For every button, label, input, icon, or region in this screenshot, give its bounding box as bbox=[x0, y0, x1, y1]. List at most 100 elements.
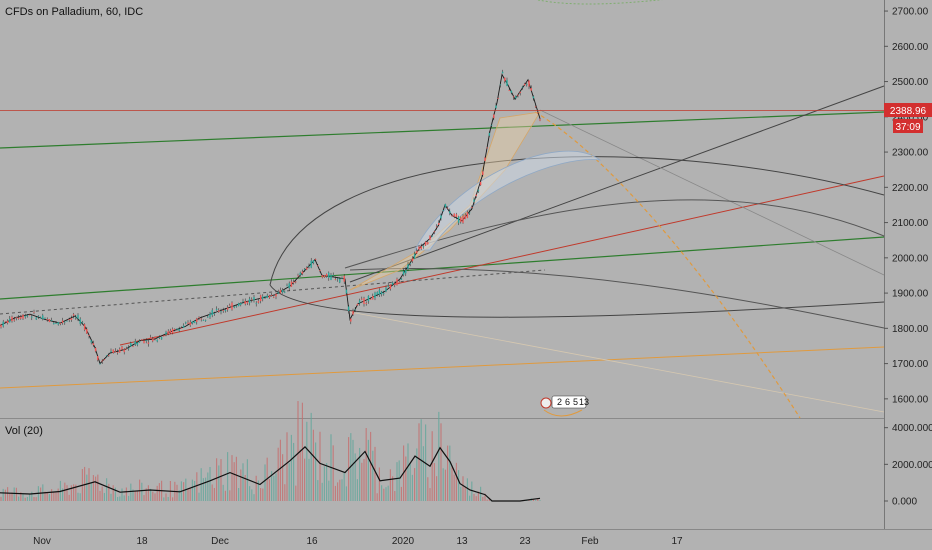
volume-bar bbox=[418, 423, 420, 501]
candle-body bbox=[99, 363, 101, 365]
candle-body bbox=[411, 258, 414, 262]
volume-bar bbox=[345, 486, 347, 501]
fan-line-light[interactable] bbox=[539, 109, 885, 276]
volume-bar bbox=[392, 476, 394, 501]
candle-body bbox=[532, 96, 535, 99]
volume-bar bbox=[172, 497, 174, 501]
candle-body bbox=[24, 315, 26, 317]
volume-bar bbox=[396, 462, 398, 501]
candle-body bbox=[119, 349, 121, 353]
volume-bar bbox=[458, 470, 460, 501]
time-scale-bg[interactable] bbox=[0, 530, 932, 550]
price-tick-label: 1800.00 bbox=[892, 324, 929, 335]
volume-bar bbox=[90, 483, 92, 501]
candle-body bbox=[372, 296, 374, 300]
ellipse-large[interactable] bbox=[269, 156, 885, 318]
volume-bar bbox=[132, 489, 134, 501]
candle-body bbox=[292, 281, 295, 284]
time-tick-label: 23 bbox=[519, 536, 531, 547]
candle-body bbox=[422, 246, 425, 248]
volume-axis[interactable]: 4000.000 2000.000 0.000 bbox=[884, 423, 932, 508]
last-price-badge[interactable] bbox=[884, 103, 932, 117]
volume-label[interactable]: Vol (20) bbox=[5, 425, 43, 437]
fan-line-pale[interactable] bbox=[349, 311, 885, 413]
candle-body bbox=[101, 360, 103, 362]
volume-bar bbox=[31, 491, 33, 501]
time-tick-label: Dec bbox=[211, 536, 229, 547]
candle-body bbox=[508, 90, 510, 91]
volume-pane[interactable] bbox=[0, 419, 884, 529]
candle-body bbox=[15, 317, 18, 319]
chart-title[interactable]: CFDs on Palladium, 60, IDC bbox=[5, 6, 143, 18]
green-trendline-upper[interactable] bbox=[0, 111, 885, 149]
volume-bar bbox=[7, 487, 9, 501]
fib-arc-outer[interactable] bbox=[537, 0, 700, 5]
candle-body bbox=[290, 281, 293, 287]
volume-bar bbox=[143, 495, 145, 501]
drawing-layer[interactable] bbox=[0, 0, 885, 419]
volume-bar bbox=[297, 401, 299, 501]
volume-bar bbox=[262, 488, 264, 501]
volume-bar bbox=[229, 490, 231, 501]
candle-body bbox=[218, 310, 220, 312]
candle-body bbox=[57, 322, 59, 325]
candle-body bbox=[35, 317, 37, 320]
candle-body bbox=[356, 303, 359, 306]
candle-body bbox=[257, 300, 260, 303]
volume-bar bbox=[238, 488, 240, 501]
volume-bar bbox=[156, 485, 158, 501]
candle-body bbox=[424, 241, 427, 246]
dashed-trendline[interactable] bbox=[0, 269, 546, 315]
candle-body bbox=[328, 272, 330, 279]
arc-mid[interactable] bbox=[344, 199, 885, 269]
price-scale-bg[interactable] bbox=[884, 0, 932, 530]
candle-body bbox=[114, 350, 117, 352]
candle-body bbox=[112, 349, 114, 354]
volume-bar bbox=[4, 489, 6, 501]
candle-body bbox=[405, 269, 407, 274]
candle-body bbox=[435, 226, 438, 228]
volume-bar bbox=[189, 487, 191, 501]
candle-body bbox=[134, 341, 136, 345]
candle-body bbox=[486, 147, 488, 149]
volume-bar bbox=[308, 458, 310, 501]
candle-body bbox=[268, 295, 271, 298]
event-markers[interactable]: 2 6 5 13 bbox=[540, 395, 589, 417]
volume-bar bbox=[528, 500, 530, 502]
black-trendline[interactable] bbox=[349, 85, 885, 283]
candle-body bbox=[332, 275, 334, 276]
candle-body bbox=[301, 271, 304, 274]
candle-body bbox=[103, 359, 106, 361]
candle-body bbox=[136, 342, 139, 346]
orange-projection[interactable] bbox=[534, 111, 801, 419]
candle-body bbox=[204, 320, 207, 321]
volume-bar bbox=[231, 455, 233, 501]
price-series[interactable] bbox=[0, 69, 541, 365]
volume-bar bbox=[436, 476, 438, 501]
candle-body bbox=[226, 307, 229, 310]
volume-bar bbox=[482, 496, 484, 501]
red-trendline[interactable] bbox=[119, 175, 885, 346]
event-badge[interactable] bbox=[551, 395, 587, 409]
candle-body bbox=[193, 320, 196, 324]
green-trendline-lower[interactable] bbox=[0, 236, 885, 300]
volume-bar bbox=[431, 431, 433, 501]
volume-bar bbox=[284, 484, 286, 501]
volume-bar bbox=[209, 467, 211, 501]
volume-bar bbox=[0, 496, 2, 501]
flag-us-icon[interactable] bbox=[540, 397, 552, 409]
candle-body bbox=[391, 282, 394, 285]
volume-bar bbox=[299, 449, 301, 501]
orange-trendline[interactable] bbox=[0, 346, 885, 389]
price-axis[interactable]: 2700.00 2600.00 2500.00 2400.00 2300.00 2200.… bbox=[884, 7, 929, 406]
volume-bar bbox=[101, 486, 103, 501]
time-axis[interactable]: Nov 18 Dec 16 2020 13 23 Feb 17 bbox=[33, 536, 683, 547]
candle-body bbox=[81, 322, 84, 324]
arc-lower[interactable] bbox=[349, 267, 885, 329]
candle-body bbox=[466, 212, 469, 218]
candle-body bbox=[39, 317, 42, 319]
candle-body bbox=[321, 275, 323, 278]
price-pane[interactable] bbox=[0, 0, 884, 418]
volume-bar bbox=[55, 492, 57, 501]
